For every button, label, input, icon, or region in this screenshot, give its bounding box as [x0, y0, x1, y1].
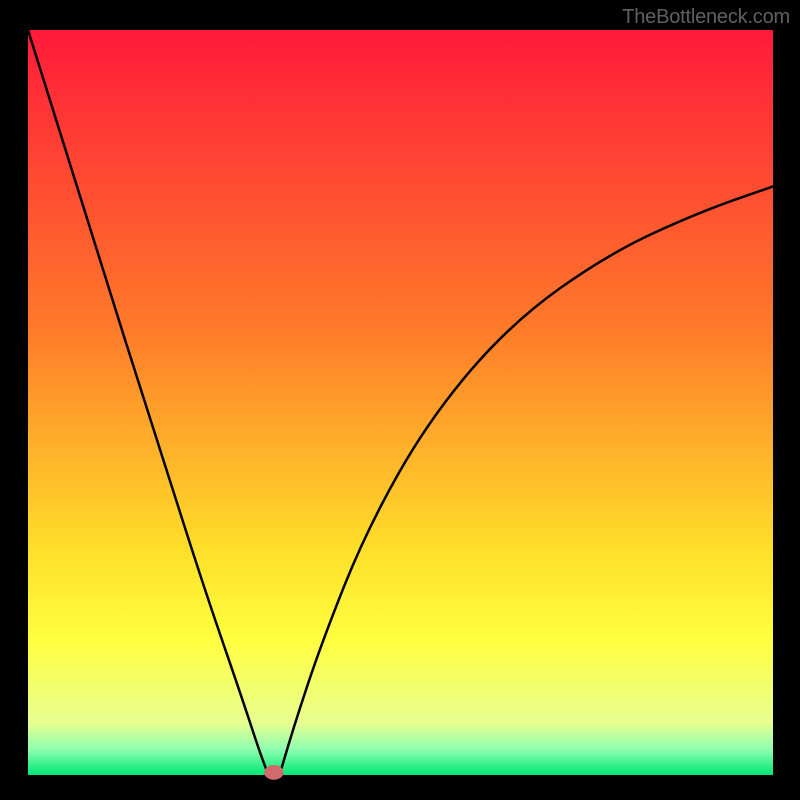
plot-area: [28, 30, 773, 775]
watermark-text: TheBottleneck.com: [622, 6, 790, 29]
chart-container: TheBottleneck.com: [0, 0, 800, 800]
